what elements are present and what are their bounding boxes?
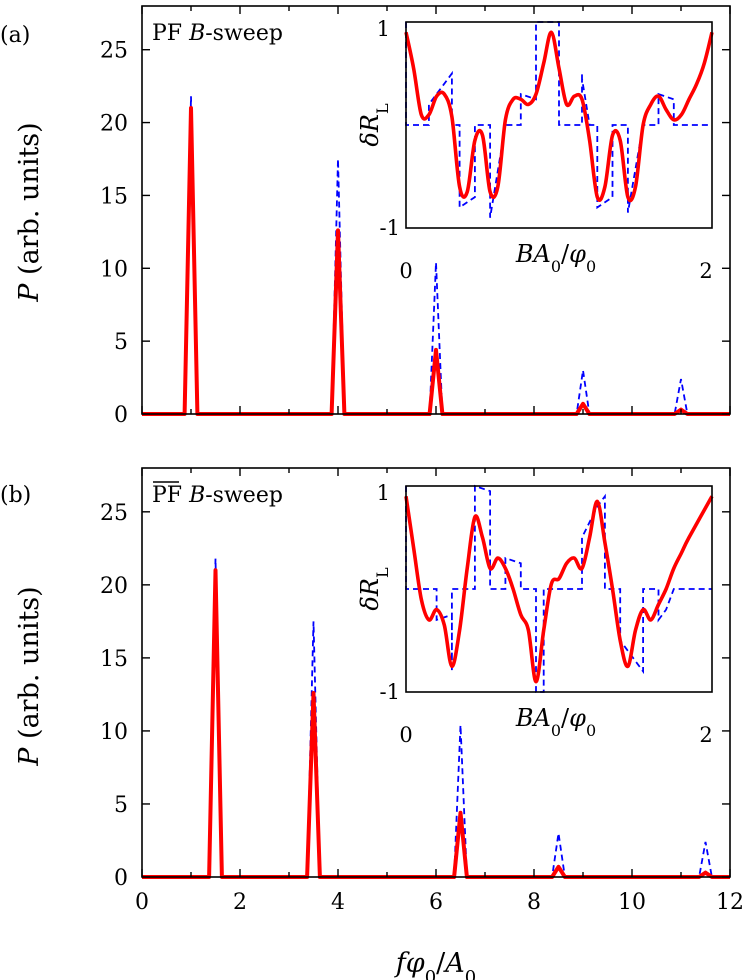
panel-a-ylabel-rest: (arb. units) <box>14 122 45 283</box>
y-tick-label: 5 <box>114 793 128 818</box>
panel-b-inset: 1 -1 0 2 BA0/φ0 δRL <box>356 481 714 747</box>
panel-a-frame <box>141 5 731 415</box>
panel-b-inset-ytick-top: 1 <box>377 481 390 505</box>
panel-b-inset-ylabel: δRL <box>356 567 392 611</box>
panel-a-inset: 1 -1 0 2 BA0/φ0 δRL <box>356 17 714 283</box>
series-solid-line <box>142 568 730 879</box>
y-tick-label: 20 <box>100 112 128 137</box>
panel-a-inset-xlabel: BA0/φ0 <box>515 240 596 276</box>
y-tick-label: 5 <box>114 330 128 355</box>
panel-b-x-tick-labels: 0 2 4 6 8 10 12 <box>135 890 744 915</box>
panel-a-ylabel: P (arb. units) <box>14 122 45 302</box>
x-tick-label: 6 <box>429 890 443 915</box>
panel-a-inset-xtick-right: 2 <box>699 259 712 283</box>
inset-solid-line <box>404 495 714 684</box>
y-tick-label: 25 <box>100 501 128 526</box>
y-tick-label: 0 <box>114 866 128 891</box>
panel-a-inset-frame <box>405 21 713 229</box>
panel-a-annotation-suffix: -sweep <box>205 21 283 46</box>
y-tick-label: 15 <box>100 184 128 209</box>
y-tick-label: 10 <box>100 257 128 282</box>
panel-a-label: (a) <box>0 23 30 48</box>
panel-b-inset-xlabel: BA0/φ0 <box>515 704 596 740</box>
y-tick-label: 25 <box>100 39 128 64</box>
panel-b-ylabel-rest: (arb. units) <box>14 586 45 747</box>
x-tick-label: 0 <box>135 890 149 915</box>
series-solid-line <box>142 106 730 416</box>
panel-b-y-tick-labels: 0 5 10 15 20 25 <box>100 501 128 891</box>
panel-a-annotation-var: B <box>188 21 205 46</box>
x-tick-label: 12 <box>716 890 744 915</box>
y-tick-label: 15 <box>100 647 128 672</box>
y-tick-label: 20 <box>100 574 128 599</box>
y-tick-label: 10 <box>100 720 128 745</box>
panel-a-series <box>142 96 730 416</box>
panel-a-inset-ylabel: δRL <box>356 103 392 147</box>
panel-b-annotation-var: B <box>188 483 205 508</box>
panel-b-inset-xtick-left: 0 <box>399 723 412 747</box>
panel-b-label: (b) <box>0 483 31 508</box>
panel-b-ylabel: P (arb. units) <box>14 586 45 766</box>
panel-a-inset-ytick-top: 1 <box>377 17 390 41</box>
x-tick-label: 8 <box>527 890 541 915</box>
panel-b-inset-xtick-right: 2 <box>699 723 712 747</box>
panel-a-annotation: PF B-sweep <box>152 21 283 46</box>
panel-a-inset-xtick-left: 0 <box>399 259 412 283</box>
panel-b-annotation-suffix: -sweep <box>205 483 283 508</box>
panel-b-annotation: PF B-sweep <box>152 483 283 508</box>
panel-b-inset-ytick-bottom: -1 <box>380 680 400 704</box>
panel-b-frame <box>141 467 731 878</box>
panel-b-annotation-prefix: PF <box>152 483 182 508</box>
inset-solid-line <box>404 30 714 203</box>
panel-b-ylabel-var: P <box>14 747 45 767</box>
panel-a-inset-ytick-bottom: -1 <box>380 216 400 240</box>
panel-b-xlabel: fφ0/A0 <box>394 948 476 980</box>
panel-b-inset-frame <box>405 485 713 693</box>
panel-a-y-tick-labels: 0 5 10 15 20 25 <box>100 39 128 428</box>
x-tick-label: 2 <box>233 890 247 915</box>
panel-a-annotation-prefix: PF <box>152 21 182 46</box>
y-tick-label: 0 <box>114 403 128 428</box>
x-tick-label: 10 <box>618 890 646 915</box>
x-tick-label: 4 <box>331 890 345 915</box>
panel-b-series <box>142 558 730 879</box>
panel-a-ylabel-var: P <box>14 283 45 303</box>
